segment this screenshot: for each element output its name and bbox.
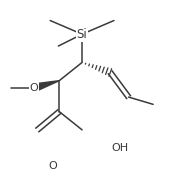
Text: O: O — [29, 83, 38, 93]
Text: OH: OH — [111, 143, 128, 153]
Polygon shape — [33, 81, 59, 92]
Text: Si: Si — [77, 28, 87, 41]
Text: O: O — [49, 161, 57, 171]
